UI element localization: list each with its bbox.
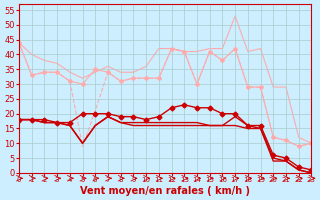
X-axis label: Vent moyen/en rafales ( km/h ): Vent moyen/en rafales ( km/h ) xyxy=(80,186,250,196)
